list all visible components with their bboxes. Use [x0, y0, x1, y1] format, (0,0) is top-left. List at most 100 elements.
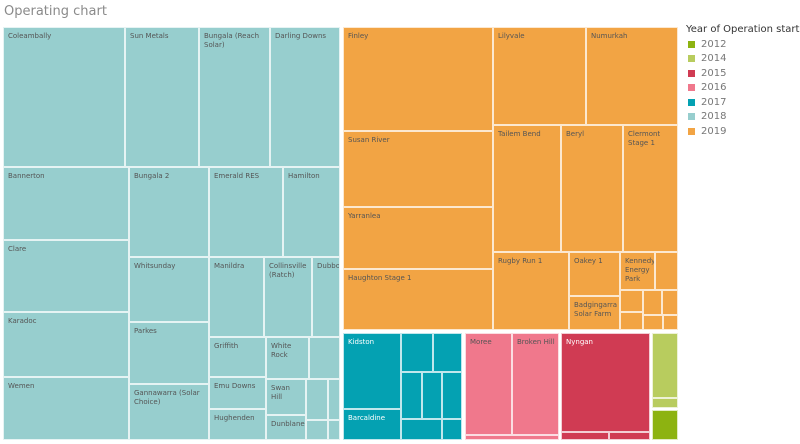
treemap-cell-gannawarra-solar-choice[interactable]: Gannawarra (Solar Choice): [129, 384, 209, 440]
treemap-cell-wemen[interactable]: Wemen: [3, 377, 129, 440]
treemap-cell-oakey-1[interactable]: Oakey 1: [569, 252, 620, 296]
treemap-cell-unlabeled[interactable]: [465, 435, 559, 440]
treemap-cell-swan-hill[interactable]: Swan Hill: [266, 379, 306, 415]
treemap-cell-unlabeled[interactable]: [620, 312, 643, 330]
cell-label: Badgingarra Solar Farm: [574, 301, 618, 318]
cell-label: Sun Metals: [130, 32, 169, 40]
treemap-cell-unlabeled[interactable]: [620, 290, 643, 312]
treemap-cell-clare[interactable]: Clare: [3, 240, 129, 312]
cell-label: Whitsunday: [134, 262, 176, 270]
treemap-cell-emerald-res[interactable]: Emerald RES: [209, 167, 283, 257]
treemap-cell-unlabeled[interactable]: [401, 333, 433, 372]
treemap-cell-unlabeled[interactable]: [328, 379, 340, 420]
legend-item-2015[interactable]: 2015: [686, 66, 799, 81]
cell-label: Clare: [8, 245, 27, 253]
cell-label: Moree: [470, 338, 492, 346]
treemap-cell-bungala-2[interactable]: Bungala 2: [129, 167, 209, 257]
treemap-cell-emu-downs[interactable]: Emu Downs: [209, 377, 266, 409]
cell-label: Dunblane: [271, 420, 305, 428]
treemap-cell-unlabeled[interactable]: [309, 337, 340, 379]
treemap-cell-numurkah[interactable]: Numurkah: [586, 27, 678, 125]
cell-label: Bungala (Reach Solar): [204, 32, 260, 49]
cell-label: Hamilton: [288, 172, 320, 180]
legend-swatch: [688, 40, 695, 48]
treemap-cell-whitsunday[interactable]: Whitsunday: [129, 257, 209, 322]
cell-label: Hughenden: [214, 414, 255, 422]
treemap-cell-parkes[interactable]: Parkes: [129, 322, 209, 384]
cell-label: Swan Hill: [271, 384, 290, 401]
treemap-cell-yarranlea[interactable]: Yarranlea: [343, 207, 493, 269]
treemap-cell-unlabeled[interactable]: [655, 252, 678, 290]
treemap-cell-darling-downs[interactable]: Darling Downs: [270, 27, 340, 167]
treemap-cell-manildra[interactable]: Manildra: [209, 257, 264, 337]
cell-label: White Rock: [271, 342, 292, 359]
treemap-cell-sun-metals[interactable]: Sun Metals: [125, 27, 199, 167]
treemap-cell-unlabeled[interactable]: [422, 372, 442, 419]
treemap-cell-kidston[interactable]: Kidston: [343, 333, 401, 409]
treemap-cell-tailem-bend[interactable]: Tailem Bend: [493, 125, 561, 252]
cell-label: Manildra: [214, 262, 245, 270]
legend-item-2016[interactable]: 2016: [686, 81, 799, 96]
treemap-cell-unlabeled[interactable]: [662, 290, 678, 315]
cell-label: Griffith: [214, 342, 239, 350]
treemap-cell-barcaldine[interactable]: Barcaldine: [343, 409, 401, 440]
treemap-cell-unlabeled[interactable]: [433, 333, 462, 372]
cell-label: Bungala 2: [134, 172, 170, 180]
treemap-cell-white-rock[interactable]: White Rock: [266, 337, 309, 379]
treemap-cell-unlabeled[interactable]: [643, 290, 662, 315]
legend-item-2019[interactable]: 2019: [686, 124, 799, 139]
cell-label: Karadoc: [8, 317, 37, 325]
treemap-cell-bungala-reach-solar[interactable]: Bungala (Reach Solar): [199, 27, 270, 167]
treemap-cell-finley[interactable]: Finley: [343, 27, 493, 131]
treemap-cell-unlabeled[interactable]: [442, 419, 462, 440]
treemap-cell-hughenden[interactable]: Hughenden: [209, 409, 266, 440]
treemap-cell-unlabeled[interactable]: [652, 333, 678, 398]
legend-item-2017[interactable]: 2017: [686, 95, 799, 110]
treemap-cell-kennedy-energy-park[interactable]: Kennedy Energy Park: [620, 252, 655, 290]
treemap-cell-dunblane[interactable]: Dunblane: [266, 415, 306, 440]
legend: Year of Operation start 2012 2014 2015 2016…: [686, 24, 799, 139]
treemap-cell-collinsville-ratch[interactable]: Collinsville (Ratch): [264, 257, 312, 337]
treemap-cell-haughton-stage-1[interactable]: Haughton Stage 1: [343, 269, 493, 330]
legend-item-2014[interactable]: 2014: [686, 52, 799, 67]
treemap-cell-unlabeled[interactable]: [306, 420, 328, 440]
chart-title: Operating chart: [4, 4, 107, 19]
treemap-cell-unlabeled[interactable]: [663, 315, 678, 330]
treemap-cell-dubbo[interactable]: Dubbo: [312, 257, 340, 337]
treemap-cell-susan-river[interactable]: Susan River: [343, 131, 493, 207]
treemap-cell-coleambally[interactable]: Coleambally: [3, 27, 125, 167]
cell-label: Nyngan: [566, 338, 593, 346]
legend-label: 2018: [701, 111, 727, 123]
treemap-cell-beryl[interactable]: Beryl: [561, 125, 623, 252]
treemap-cell-lilyvale[interactable]: Lilyvale: [493, 27, 586, 125]
treemap-cell-unlabeled[interactable]: [401, 372, 422, 419]
treemap-cell-unlabeled[interactable]: [643, 315, 663, 330]
cell-label: Numurkah: [591, 32, 628, 40]
cell-label: Yarranlea: [348, 212, 381, 220]
treemap-cell-nyngan[interactable]: Nyngan: [561, 333, 650, 432]
treemap-cell-unlabeled[interactable]: [561, 432, 609, 440]
treemap-cell-moree[interactable]: Moree: [465, 333, 512, 435]
treemap-cell-unlabeled[interactable]: [652, 410, 678, 440]
treemap-cell-unlabeled[interactable]: [609, 432, 650, 440]
cell-label: Susan River: [348, 136, 390, 144]
treemap-cell-bannerton[interactable]: Bannerton: [3, 167, 129, 240]
treemap-cell-broken-hill[interactable]: Broken Hill: [512, 333, 559, 435]
legend-swatch: [688, 127, 695, 135]
treemap-cell-unlabeled[interactable]: [328, 420, 340, 440]
treemap-cell-hamilton[interactable]: Hamilton: [283, 167, 340, 257]
legend-label: 2012: [701, 38, 727, 50]
treemap-cell-unlabeled[interactable]: [652, 398, 678, 408]
treemap-cell-unlabeled[interactable]: [401, 419, 442, 440]
treemap-cell-unlabeled[interactable]: [306, 379, 328, 420]
cell-label: Gannawarra (Solar Choice): [134, 389, 200, 406]
legend-item-2012[interactable]: 2012: [686, 37, 799, 52]
treemap-cell-badgingarra-solar-farm[interactable]: Badgingarra Solar Farm: [569, 296, 620, 330]
treemap-cell-rugby-run-1[interactable]: Rugby Run 1: [493, 252, 569, 330]
legend-item-2018[interactable]: 2018: [686, 110, 799, 125]
treemap-cell-clermont-stage-1[interactable]: Clermont Stage 1: [623, 125, 678, 252]
treemap-cell-griffith[interactable]: Griffith: [209, 337, 266, 377]
treemap-cell-unlabeled[interactable]: [442, 372, 462, 419]
treemap-cell-karadoc[interactable]: Karadoc: [3, 312, 129, 377]
cell-label: Haughton Stage 1: [348, 274, 412, 282]
